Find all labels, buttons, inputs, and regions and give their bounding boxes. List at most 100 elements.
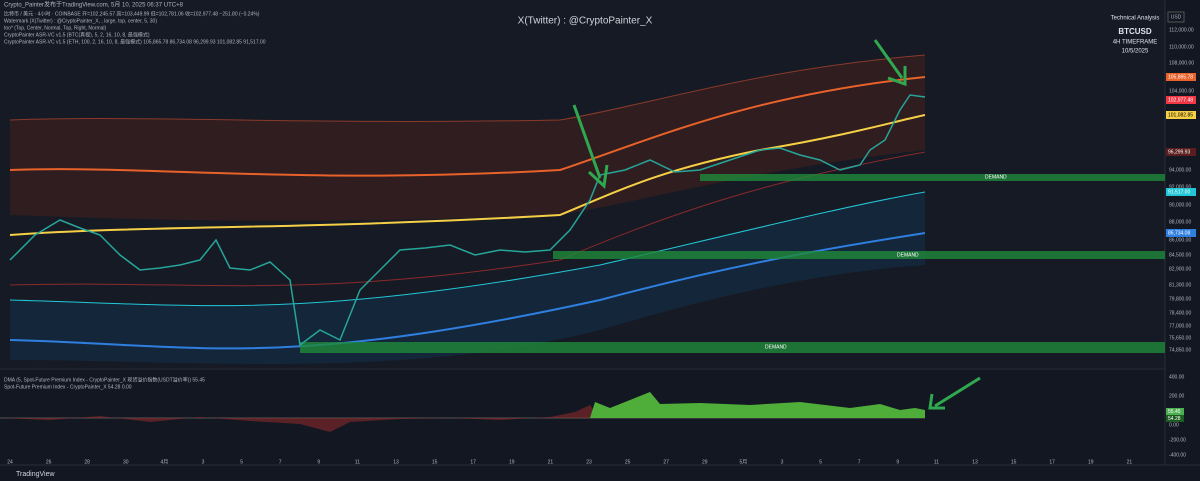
price-badge [1166,111,1196,119]
price-label: 92,000.00 [1169,184,1191,190]
date-label: 27 [663,459,669,465]
indicator-badge [1166,408,1184,415]
legend-line: CryptoPainter ASR-VC v1.5 (BTC(真视), 5, 2… [4,31,150,38]
date-label: 25 [625,459,631,465]
date-label: 17 [470,459,476,465]
price-badge-label: 105,865.78 [1168,74,1193,80]
indicator-label: 0.00 [1169,422,1179,428]
date-label: 29 [702,459,708,465]
info-text: Technical Analysis [1111,16,1160,22]
date-label: 5月 [740,459,748,465]
date-label: 19 [509,459,515,465]
date-label: 19 [1088,459,1094,465]
indicator-label: -200.00 [1169,437,1186,443]
price-line [9,94,926,347]
date-label: 13 [393,459,399,465]
watermark: X(Twitter) : @CryptoPainter_X [518,16,653,27]
footer: TradingView [16,471,55,478]
date-label: 7 [279,459,282,465]
date-label: 11 [934,459,939,465]
date-label: 5 [819,459,822,465]
legend-line: too* (Top, Center, Normal, Top, Right, N… [4,25,107,31]
date-label: 21 [1127,459,1133,465]
zone-label: DEMAND [897,252,919,258]
price-label: 82,900.00 [1169,266,1191,272]
arrow [572,104,609,190]
demand-zone [300,342,1165,353]
price-label: 90,000.00 [1169,202,1191,208]
indicator-label: 200.00 [1169,393,1185,399]
indicator-badge [1166,415,1184,422]
price-label: 75,650.00 [1169,335,1191,341]
price-badge [1166,148,1196,156]
info-text: BTCUSD [1118,27,1152,36]
orange-line [9,76,926,177]
indicator-badge-label: 55.45 [1168,409,1181,415]
indicator-label: 400.00 [1169,374,1185,380]
indicator-legend: Spot-Future Premium Index - CryptoPainte… [4,384,132,390]
cyan-line [9,191,926,307]
legend-line: CryptoPainter ASR-VC v1.5 (ETH, 100, 2, … [4,38,266,45]
info-text: 10/5/2025 [1122,49,1149,55]
price-label: 78,400.00 [1169,310,1191,316]
price-badge-label: 86,734.08 [1168,230,1190,236]
indicator-legend: DMA (5, Spot-Future Premium Index - Cryp… [4,376,205,383]
price-badge [1166,229,1196,237]
demand-zone [553,251,1165,259]
price-label: 74,850.00 [1169,347,1191,353]
date-label: 13 [972,459,978,465]
price-label: 104,000.00 [1169,88,1194,94]
indicator-badge-label: 54.28 [1168,416,1181,422]
orange-upper [9,54,926,122]
page-title: Crypto_Painter发布于TradingView.com, 5月 10,… [4,1,184,9]
date-label: 4月 [161,459,169,465]
date-label: 17 [1049,459,1055,465]
date-label: 9 [896,459,899,465]
date-label: 23 [586,459,592,465]
date-label: 30 [123,459,129,465]
yellow-line [9,114,926,236]
price-label: 77,000.00 [1169,323,1191,329]
zone-label: DEMAND [985,174,1007,180]
price-label: 88,000.00 [1169,219,1191,225]
currency: USD [1171,14,1182,20]
indicator-label: -400.00 [1169,452,1186,458]
blue-band [10,192,925,364]
price-badge-label: 91,517.00 [1168,189,1190,195]
negative-area [0,405,600,432]
legend-line: 比特币 / 美元 · 4小时 · COINBASE 开=102,245.57 高… [4,10,260,17]
price-label: 112,000.00 [1169,27,1194,33]
date-label: 28 [84,459,90,465]
blue-line [9,232,926,350]
arrow [873,39,907,87]
date-label: 15 [1011,459,1017,465]
date-label: 15 [432,459,438,465]
zone-label: DEMAND [765,344,787,350]
date-label: 5 [240,459,243,465]
legend-line: Watermark (X(Twitter) : @CryptoPainter_X… [4,18,157,24]
info-text: 4H TIMEFRAME [1113,40,1158,46]
date-label: 21 [548,459,554,465]
arrow [928,376,981,410]
date-label: 11 [355,459,360,465]
price-badge-label: 101,082.85 [1168,112,1193,118]
price-badge [1166,188,1196,196]
currency-box [1167,11,1185,23]
price-badge-label: 96,299.93 [1168,149,1190,155]
date-label: 26 [46,459,52,465]
price-badge [1166,96,1196,104]
date-label: 3 [781,459,784,465]
demand-zone [700,174,1165,181]
date-label: 9 [317,459,320,465]
positive-area [590,392,925,418]
price-label: 81,300.00 [1169,282,1191,288]
price-label: 94,000.00 [1169,167,1191,173]
date-label: 7 [858,459,861,465]
price-label: 108,000.00 [1169,60,1194,66]
price-label: 86,000.00 [1169,237,1191,243]
price-label: 110,000.00 [1169,44,1194,50]
price-badge [1166,73,1196,81]
price-badge-label: 102,977.48 [1168,97,1193,103]
price-label: 84,500.00 [1169,252,1191,258]
